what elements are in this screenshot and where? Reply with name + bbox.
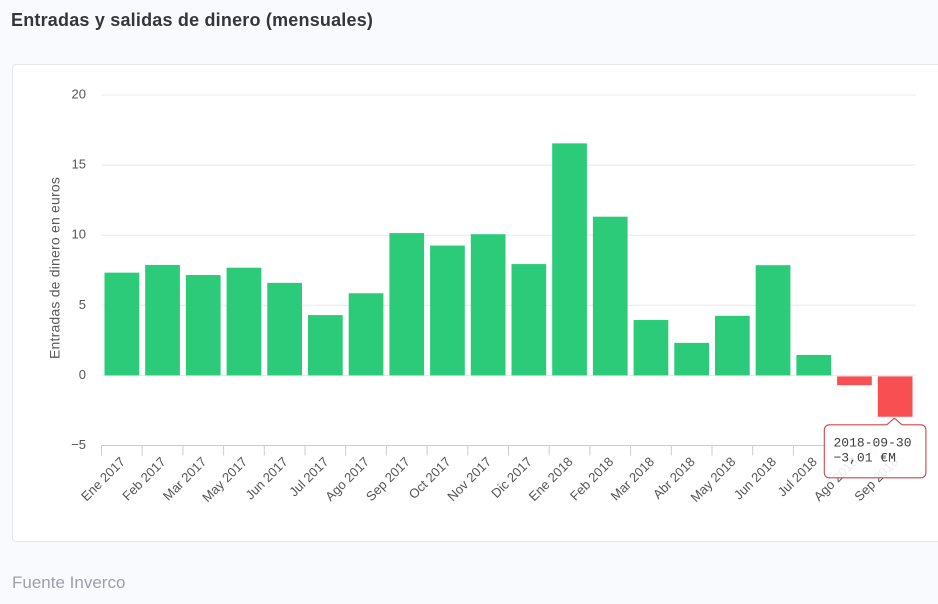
svg-text:5: 5: [79, 297, 86, 312]
svg-text:20: 20: [72, 87, 86, 102]
svg-text:15: 15: [72, 157, 86, 172]
svg-text:May 2018: May 2018: [687, 454, 738, 505]
svg-text:Jun 2017: Jun 2017: [242, 454, 290, 502]
svg-text:Entradas de dinero en euros: Entradas de dinero en euros: [47, 177, 63, 359]
svg-text:−5: −5: [71, 437, 86, 452]
svg-text:2018-09-30: 2018-09-30: [834, 435, 912, 450]
svg-text:May 2017: May 2017: [199, 454, 250, 505]
svg-text:Nov 2017: Nov 2017: [444, 454, 494, 504]
svg-text:Feb 2018: Feb 2018: [567, 454, 616, 503]
svg-text:0: 0: [79, 367, 86, 382]
svg-text:Jun 2018: Jun 2018: [731, 454, 779, 502]
svg-text:10: 10: [72, 227, 86, 242]
svg-text:Ene 2018: Ene 2018: [526, 454, 576, 504]
svg-text:Feb 2017: Feb 2017: [119, 454, 168, 503]
svg-text:Sep 2017: Sep 2017: [363, 454, 413, 504]
svg-text:Ene 2017: Ene 2017: [78, 454, 128, 504]
svg-text:−3,01 €M: −3,01 €M: [834, 451, 896, 466]
svg-text:Mar 2018: Mar 2018: [608, 454, 657, 503]
